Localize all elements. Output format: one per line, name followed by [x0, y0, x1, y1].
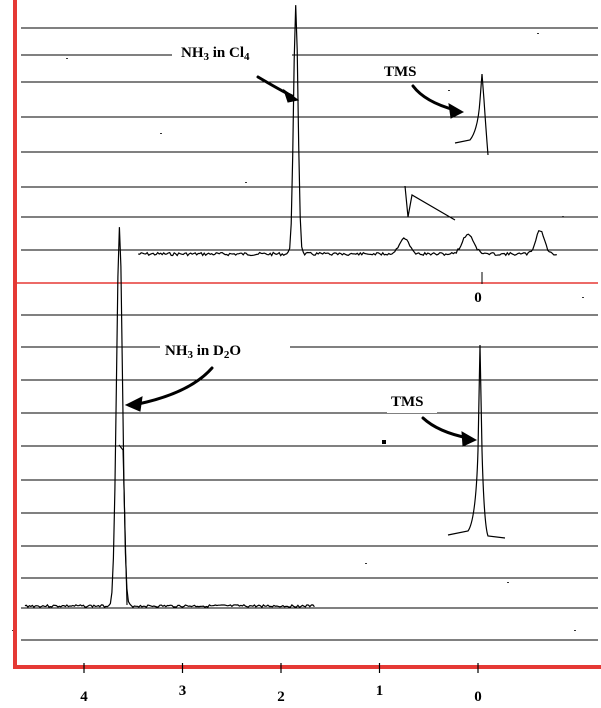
arrow-tms-top	[411, 84, 457, 112]
paper-speck	[507, 582, 509, 583]
paper-speck	[582, 297, 584, 298]
arrow-nh3-d2o-head	[124, 396, 143, 412]
paper-speck	[574, 630, 576, 631]
spectrum-traces	[24, 5, 557, 609]
label-nh3-in-d2o-part: in D	[193, 343, 224, 359]
paper-speck	[66, 58, 68, 59]
spectrum-trace-tms-bottom	[447, 344, 506, 539]
paper-speck	[245, 182, 247, 183]
label-nh3-in-cl4-part: NH	[181, 45, 204, 61]
label-tms-top: TMS	[384, 64, 417, 80]
arrow-nh3-d2o	[136, 366, 214, 406]
label-nh3-in-cl4: NH3 in Cl4	[181, 45, 250, 63]
label-background	[172, 38, 292, 62]
label-nh3-in-cl4-part: in Cl	[209, 45, 244, 61]
paper-dot	[382, 440, 386, 444]
arrow-tms-top-head	[448, 103, 465, 119]
top-panel-zero-label: 0	[474, 290, 482, 306]
paper-speck	[365, 563, 367, 564]
paper-specks	[12, 33, 584, 631]
arrow-nh3-cl4-head	[283, 88, 300, 103]
label-nh3-in-d2o: NH3 in D2O	[165, 343, 241, 361]
label-tms-bottom: TMS	[391, 394, 424, 410]
arrow-tms-bottom-head	[461, 431, 478, 447]
arrow-tms-bottom	[421, 416, 470, 440]
paper-speck	[537, 33, 539, 34]
spectrum-artifact-line	[404, 185, 456, 221]
spectrum-trace-shoulder	[118, 444, 128, 606]
label-nh3-in-d2o-part: 2	[224, 349, 230, 361]
label-background	[380, 57, 430, 81]
x-tick-label-4: 4	[80, 689, 88, 705]
label-nh3-in-cl4-part: 3	[204, 51, 210, 63]
label-nh3-in-d2o-part: NH	[165, 343, 188, 359]
x-tick-label-0: 0	[474, 689, 482, 705]
chart-axes	[13, 0, 601, 669]
label-nh3-in-d2o-part: 3	[188, 349, 194, 361]
spectrum-trace-nh3-d2o	[24, 227, 315, 609]
paper-speck	[448, 90, 450, 91]
x-axis-ticks: 4 3 2 1 0	[80, 663, 482, 705]
paper-speck	[562, 216, 564, 217]
spectrum-trace-tms-top	[454, 73, 489, 156]
label-background	[160, 336, 290, 360]
spectrum-trace-cl4-baseline	[330, 229, 557, 257]
label-nh3-in-cl4-part: 4	[244, 51, 250, 63]
spectrum-trace-nh3-cl4	[138, 5, 331, 257]
x-tick-label-1: 1	[376, 683, 384, 699]
label-nh3-in-d2o-part: O	[229, 343, 241, 359]
x-tick-label-2: 2	[277, 689, 285, 705]
label-background	[387, 389, 437, 413]
paper-speck	[160, 133, 162, 134]
x-tick-label-3: 3	[179, 683, 187, 699]
chart-paper-gridlines	[21, 27, 598, 641]
